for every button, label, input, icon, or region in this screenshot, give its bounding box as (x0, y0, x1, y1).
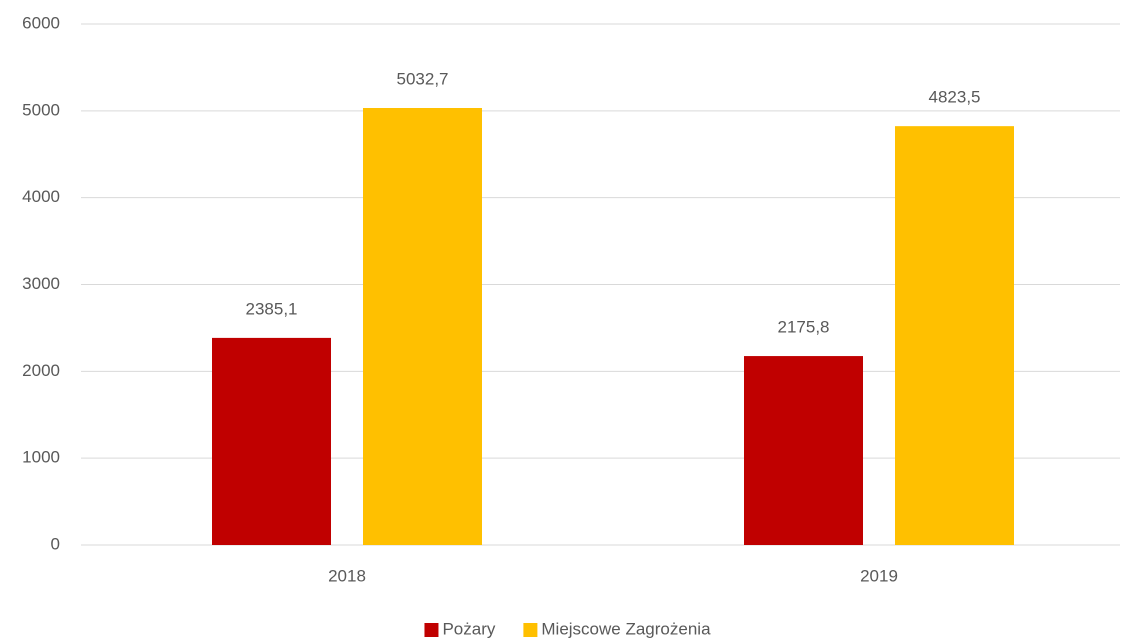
y-tick-label: 2000 (22, 361, 60, 380)
y-tick-label: 1000 (22, 448, 60, 467)
data-label: 2175,8 (778, 318, 830, 337)
y-tick-label: 3000 (22, 274, 60, 293)
y-tick-label: 0 (51, 534, 60, 553)
data-label: 5032,7 (397, 69, 449, 88)
legend-label: Miejscowe Zagrożenia (541, 619, 711, 638)
y-tick-label: 6000 (22, 13, 60, 32)
bar (212, 337, 331, 545)
data-label: 2385,1 (246, 299, 298, 318)
legend-swatch (523, 623, 538, 637)
legend-swatch (424, 623, 439, 637)
x-tick-label: 2019 (860, 566, 898, 585)
legend-label: Pożary (442, 619, 495, 638)
bar (363, 107, 482, 545)
data-label: 4823,5 (929, 88, 981, 107)
bar (744, 356, 863, 545)
y-tick-label: 4000 (22, 187, 60, 206)
y-tick-label: 5000 (22, 100, 60, 119)
x-tick-label: 2018 (328, 566, 366, 585)
bar (895, 126, 1014, 545)
